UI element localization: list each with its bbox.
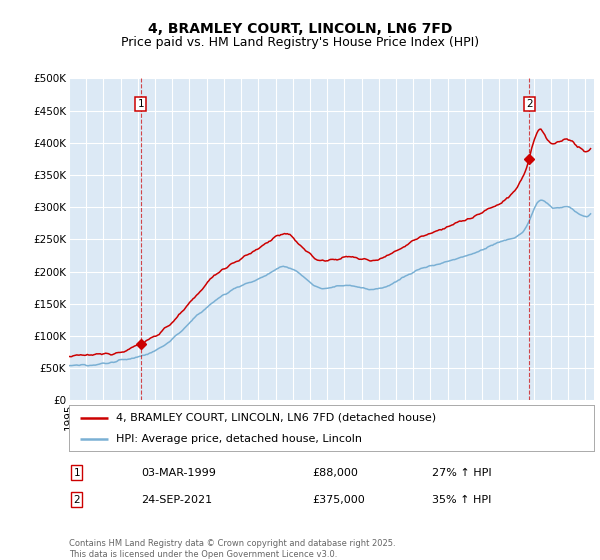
Text: Price paid vs. HM Land Registry's House Price Index (HPI): Price paid vs. HM Land Registry's House … (121, 36, 479, 49)
Text: 24-SEP-2021: 24-SEP-2021 (141, 494, 212, 505)
Text: £375,000: £375,000 (312, 494, 365, 505)
Text: 35% ↑ HPI: 35% ↑ HPI (432, 494, 491, 505)
Text: 1: 1 (73, 468, 80, 478)
Text: 2: 2 (526, 99, 532, 109)
Text: 4, BRAMLEY COURT, LINCOLN, LN6 7FD: 4, BRAMLEY COURT, LINCOLN, LN6 7FD (148, 22, 452, 36)
Text: 27% ↑ HPI: 27% ↑ HPI (432, 468, 491, 478)
Text: £88,000: £88,000 (312, 468, 358, 478)
Text: HPI: Average price, detached house, Lincoln: HPI: Average price, detached house, Linc… (116, 435, 362, 444)
Text: Contains HM Land Registry data © Crown copyright and database right 2025.
This d: Contains HM Land Registry data © Crown c… (69, 539, 395, 559)
Text: 2: 2 (73, 494, 80, 505)
Text: 03-MAR-1999: 03-MAR-1999 (141, 468, 216, 478)
Text: 1: 1 (137, 99, 144, 109)
Text: 4, BRAMLEY COURT, LINCOLN, LN6 7FD (detached house): 4, BRAMLEY COURT, LINCOLN, LN6 7FD (deta… (116, 413, 436, 423)
